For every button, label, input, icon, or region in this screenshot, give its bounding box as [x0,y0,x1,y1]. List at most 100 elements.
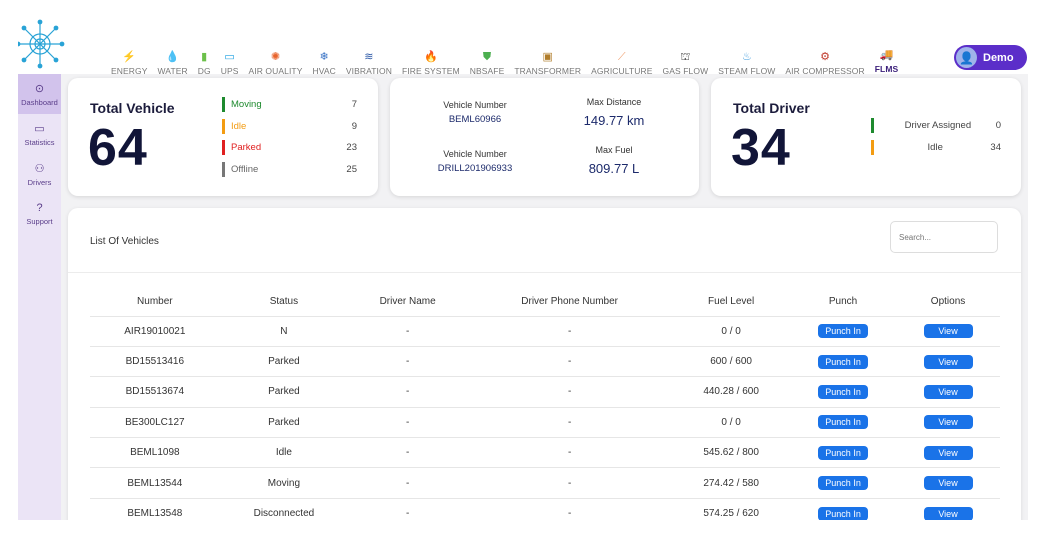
driver-phone-cell: - [467,316,673,347]
punch-cell: Punch In [790,498,897,520]
nav-tab-ups[interactable]: ▭ UPS [216,44,244,76]
sidebar-item-dashboard[interactable]: ⊙ Dashboard [18,74,61,114]
driver-name-cell: - [348,346,468,378]
punch-cell: Punch In [790,437,897,469]
column-header-fuel-level[interactable]: Fuel Level [672,288,791,317]
main-content: Total Vehicle 64 Moving 7 Idle 9 Parked 23 Off… [61,74,1028,520]
driver-phone-cell: - [467,346,673,378]
fuel-level-cell: 600 / 600 [672,346,791,378]
view-button[interactable]: View [923,324,973,339]
status-color-bar [222,140,225,156]
max-distance-value: 149.77 km [583,113,645,128]
nav-tab-nbsafe[interactable]: ⛊ NBSAFE [465,44,510,76]
drivers-icon: ⚇ [34,162,45,175]
punch-in-button[interactable]: Punch In [818,476,869,491]
status-cell: Disconnected [219,498,349,520]
nav-tab-label: TRANSFORMER [514,66,582,76]
view-button[interactable]: View [923,445,973,460]
nav-tab-steam-flow[interactable]: ♨ STEAM FLOW [713,44,780,76]
energy-icon: ⚡ [122,51,137,63]
max-fuel-value: 809.77 L [588,161,640,176]
view-button[interactable]: View [923,506,973,520]
legend-label: Parked [231,142,262,154]
sidebar-item-statistics[interactable]: ▭ Statistics [18,114,61,154]
status-cell: Moving [219,467,349,499]
nav-tab-transformer[interactable]: ▣ TRANSFORMER [509,44,586,76]
punch-cell: Punch In [790,346,897,378]
options-cell: View [896,316,1000,347]
nav-tab-label: WATER [157,66,188,76]
app-frame: ⚡ ENERGY 💧 WATER ▮ DG ▭ UPS ✺ AIR QUALITY ❄ HVAC ≋ VI… [18,0,1028,520]
column-header-driver-phone-number[interactable]: Driver Phone Number [467,288,673,317]
total-driver-title: Total Driver [733,100,810,116]
vehicle-status-legend: Moving 7 Idle 9 Parked 23 Offline 25 [222,94,357,180]
view-button[interactable]: View [923,476,973,491]
punch-in-button[interactable]: Punch In [818,506,869,520]
status-cell: Parked [219,346,349,378]
view-button[interactable]: View [923,384,973,399]
legend-label: Driver Assigned [904,120,972,132]
punch-in-button[interactable]: Punch In [818,415,869,430]
max-distance-label: Max Distance [586,97,642,107]
column-header-number[interactable]: Number [90,288,220,317]
air-quality-icon: ✺ [270,51,281,63]
vehicle-list-title: List Of Vehicles [90,236,159,247]
column-header-driver-name[interactable]: Driver Name [348,288,468,317]
driver-name-cell: - [348,407,468,439]
legend-row: Driver Assigned 0 [871,115,1001,137]
driver-phone-cell: - [467,498,673,520]
fuel-level-cell: 0 / 0 [672,316,791,347]
punch-in-button[interactable]: Punch In [818,384,869,399]
driver-status-legend: Driver Assigned 0 Idle 34 [871,115,1001,158]
legend-label: Idle [231,120,247,132]
nav-tab-dg[interactable]: ▮ DG [193,44,216,76]
sidebar-item-support[interactable]: ? Support [18,194,61,234]
view-button[interactable]: View [923,415,973,430]
nav-tab-label: GAS FLOW [662,66,709,76]
ups-icon: ▭ [224,51,235,63]
nav-tab-water[interactable]: 💧 WATER [153,44,193,76]
status-color-bar [871,118,874,134]
nav-tab-flms[interactable]: 🚚 FLMS [869,42,904,76]
nav-tab-gas-flow[interactable]: ⛫ GAS FLOW [658,44,714,76]
max-distance-vehicle-number: BEML60966 [448,114,502,125]
punch-in-button[interactable]: Punch In [818,324,869,339]
vehicle-number-cell: BEML1098 [90,437,220,469]
total-vehicle-count: 64 [88,119,148,177]
legend-value: 7 [351,99,357,111]
max-fuel-label: Max Fuel [595,145,633,155]
table-row: BEML1098 Idle - -545.62 / 800 Punch In View [90,437,1000,469]
vehicle-table: Number Status Driver Name Driver Phone Numb… [90,288,1000,520]
column-header-status[interactable]: Status [219,288,349,317]
view-button[interactable]: View [923,354,973,369]
driver-name-cell: - [348,316,468,347]
legend-row: Idle 9 [222,116,357,138]
table-header-row: Number Status Driver Name Driver Phone Numb… [90,288,1000,317]
gas-flow-icon: ⛫ [680,51,691,63]
nav-tab-air-quality[interactable]: ✺ AIR QUALITY [243,44,307,76]
punch-in-button[interactable]: Punch In [818,445,869,460]
nav-tab-air-compressor[interactable]: ⚙ AIR COMPRESSOR [780,44,869,76]
legend-row: Offline 25 [222,159,357,181]
options-cell: View [896,346,1000,378]
column-header-options[interactable]: Options [896,288,1000,317]
vehicle-search-input[interactable] [890,221,998,253]
column-header-punch[interactable]: Punch [790,288,897,317]
water-icon: 💧 [165,51,180,63]
nav-tab-label: FIRE SYSTEM [401,66,460,76]
sidebar-item-drivers[interactable]: ⚇ Drivers [18,154,61,194]
driver-phone-cell: - [467,407,673,439]
punch-in-button[interactable]: Punch In [818,354,869,369]
support-icon: ? [36,202,43,214]
vehicle-number-cell: BD15513416 [90,346,220,378]
driver-name-cell: - [348,437,468,469]
vehicle-number-cell: AIR19010021 [90,316,220,347]
nav-tab-energy[interactable]: ⚡ ENERGY [106,44,153,76]
nav-tab-agriculture[interactable]: ⟋ AGRICULTURE [586,44,657,76]
nav-tab-vibration[interactable]: ≋ VIBRATION [341,44,397,76]
nav-tab-hvac[interactable]: ❄ HVAC [308,44,341,76]
nav-tab-label: FLMS [874,64,899,74]
user-menu-button[interactable]: 👤 Demo [954,45,1027,70]
nav-tab-fire-system[interactable]: 🔥 FIRE SYSTEM [397,44,465,76]
